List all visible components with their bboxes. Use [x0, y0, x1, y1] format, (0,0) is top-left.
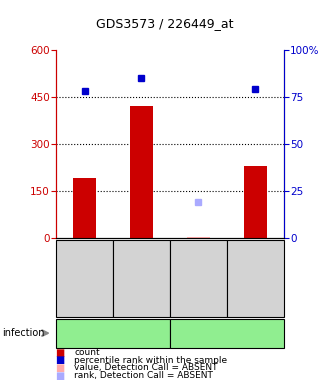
Text: GSM321607: GSM321607 [80, 253, 89, 304]
Bar [73, 179, 96, 238]
Text: infection: infection [2, 328, 44, 338]
Text: value, Detection Call = ABSENT: value, Detection Call = ABSENT [74, 363, 218, 372]
Text: rank, Detection Call = ABSENT: rank, Detection Call = ABSENT [74, 371, 213, 380]
Text: percentile rank within the sample: percentile rank within the sample [74, 356, 227, 365]
Text: ■: ■ [55, 348, 64, 358]
Text: GSM321605: GSM321605 [194, 253, 203, 304]
Text: control: control [210, 328, 244, 338]
Text: ■: ■ [55, 371, 64, 381]
Bar [130, 106, 153, 238]
Text: GSM321608: GSM321608 [137, 253, 146, 304]
Bar [244, 166, 267, 238]
Text: GDS3573 / 226449_at: GDS3573 / 226449_at [96, 17, 234, 30]
Text: count: count [74, 348, 100, 357]
Text: GSM321606: GSM321606 [251, 253, 260, 304]
Text: ■: ■ [55, 355, 64, 365]
Text: ■: ■ [55, 363, 64, 373]
Text: C. pneumonia: C. pneumonia [79, 328, 147, 338]
Bar [187, 237, 210, 238]
